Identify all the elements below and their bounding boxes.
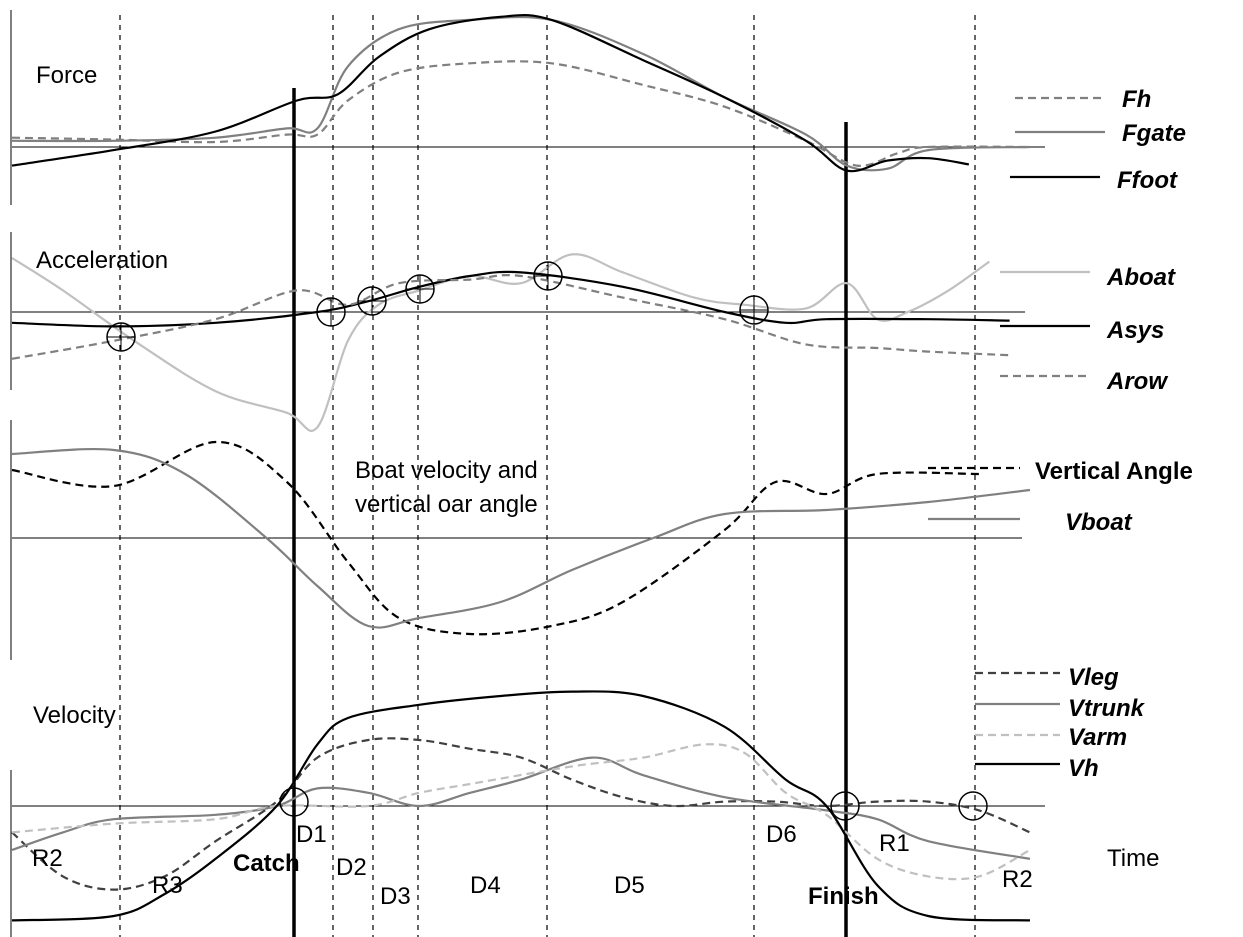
legend-label-vertical-angle: Vertical Angle bbox=[1035, 458, 1193, 485]
phase-label-r2-end: R2 bbox=[1002, 866, 1033, 893]
x-axis-label: Time bbox=[1107, 845, 1159, 872]
series-line-asys bbox=[11, 270, 1010, 328]
series-line-arow bbox=[11, 274, 1010, 360]
panel-title-force: Force bbox=[36, 62, 97, 89]
legend-label-asys: Asys bbox=[1106, 317, 1164, 344]
series-line-vleg bbox=[11, 737, 1031, 891]
phase-label-r2: R2 bbox=[32, 845, 63, 872]
series-line-aboat bbox=[11, 253, 990, 432]
legend-label-vh: Vh bbox=[1068, 755, 1099, 782]
series-line-vh bbox=[11, 690, 1031, 922]
phase-label-d5: D5 bbox=[614, 872, 645, 899]
panel-title-acceleration: Acceleration bbox=[36, 247, 168, 274]
phase-label-catch: Catch bbox=[233, 850, 300, 877]
legend-label-arow: Arow bbox=[1106, 368, 1168, 395]
series-line-varm bbox=[11, 743, 1031, 881]
series-lines bbox=[11, 13, 1031, 922]
phase-label-d3: D3 bbox=[380, 883, 411, 910]
phase-divider-lines bbox=[119, 15, 976, 937]
legend: Fh Fgate Ffoot Aboat Asys Arow Vertical Angle V… bbox=[928, 86, 1193, 782]
event-markers bbox=[106, 261, 988, 821]
legend-label-fgate: Fgate bbox=[1122, 120, 1186, 147]
event-marker-7 bbox=[830, 791, 860, 821]
legend-label-ffoot: Ffoot bbox=[1117, 167, 1178, 194]
legend-label-varm: Varm bbox=[1068, 724, 1127, 751]
phase-label-d4: D4 bbox=[470, 872, 501, 899]
phase-label-d1: D1 bbox=[296, 821, 327, 848]
panel-title-boat-velocity-line2: vertical oar angle bbox=[355, 491, 538, 518]
event-marker-8 bbox=[958, 791, 988, 821]
legend-label-aboat: Aboat bbox=[1106, 264, 1176, 291]
event-marker-6 bbox=[279, 787, 309, 817]
series-line-fh bbox=[11, 60, 1031, 167]
phase-label-finish: Finish bbox=[808, 883, 879, 910]
series-line-vboat bbox=[11, 447, 1031, 629]
panel-title-boat-velocity: Boat velocity and bbox=[355, 457, 538, 484]
phase-label-r3: R3 bbox=[152, 872, 183, 899]
series-line-vtrunk bbox=[11, 756, 1031, 860]
phase-label-d2: D2 bbox=[336, 854, 367, 881]
legend-label-vboat: Vboat bbox=[1065, 509, 1133, 536]
series-line-ffoot bbox=[11, 13, 970, 173]
series-line-vertical-angle bbox=[11, 440, 980, 636]
legend-label-fh: Fh bbox=[1122, 86, 1151, 113]
phase-label-r1: R1 bbox=[879, 830, 910, 857]
panel-title-velocity: Velocity bbox=[33, 702, 116, 729]
legend-label-vleg: Vleg bbox=[1068, 664, 1119, 691]
phase-label-d6: D6 bbox=[766, 821, 797, 848]
legend-label-vtrunk: Vtrunk bbox=[1068, 695, 1146, 722]
baselines bbox=[10, 10, 1045, 937]
